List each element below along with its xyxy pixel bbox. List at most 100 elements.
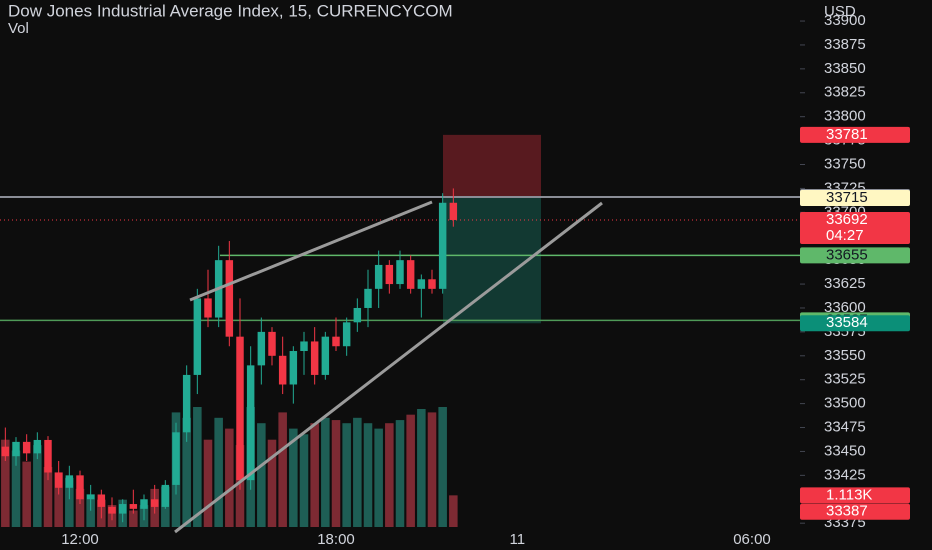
volume-bar bbox=[395, 420, 405, 527]
candle-body bbox=[385, 264, 394, 285]
candle-body bbox=[118, 504, 127, 514]
x-tick-label: 12:00 bbox=[61, 531, 99, 548]
candle-body bbox=[353, 307, 362, 323]
y-tick-label: 33825 bbox=[824, 84, 866, 101]
volume-bar bbox=[331, 420, 341, 527]
candle-body bbox=[396, 260, 404, 285]
candle-body bbox=[236, 336, 244, 481]
candle-body bbox=[438, 202, 447, 289]
y-tick-label: 33600 bbox=[824, 299, 866, 316]
candle-body bbox=[172, 432, 180, 485]
y-tick-label: 33900 bbox=[824, 12, 866, 29]
candle-body bbox=[289, 351, 298, 385]
volume-bar bbox=[54, 472, 63, 527]
volume-bar bbox=[310, 423, 319, 527]
price-label-bg bbox=[800, 503, 910, 520]
trend-line bbox=[189, 200, 433, 302]
candle-body bbox=[417, 279, 426, 289]
volume-bar bbox=[353, 417, 362, 527]
candle-body bbox=[321, 336, 330, 375]
candle-body bbox=[161, 484, 170, 507]
y-tick-label: 33625 bbox=[824, 275, 866, 292]
volume-bar bbox=[193, 407, 202, 527]
volume-bar bbox=[406, 414, 415, 527]
y-tick-label: 33425 bbox=[824, 466, 866, 483]
volume-bar bbox=[65, 477, 74, 527]
y-tick-label: 33875 bbox=[824, 36, 866, 53]
volume-bar bbox=[374, 428, 383, 527]
candle-body bbox=[54, 472, 63, 488]
price-label: 33692 bbox=[826, 211, 868, 228]
price-label-bg bbox=[800, 189, 910, 206]
candle-body bbox=[108, 506, 116, 514]
x-tick-label: 11 bbox=[510, 531, 526, 548]
volume-bar bbox=[342, 423, 351, 527]
candle-body bbox=[33, 439, 42, 454]
trend-line bbox=[174, 201, 603, 534]
volume-bar bbox=[385, 423, 394, 527]
y-tick-label: 33850 bbox=[824, 60, 866, 77]
volume-bar bbox=[289, 428, 298, 527]
price-label: 33781 bbox=[826, 126, 868, 143]
price-label: 33387 bbox=[826, 503, 868, 520]
volume-label-bg bbox=[800, 487, 910, 504]
y-tick-label: 33525 bbox=[824, 371, 866, 388]
volume-bar bbox=[225, 428, 234, 527]
y-tick-label: 33450 bbox=[824, 442, 866, 459]
candle-body bbox=[406, 260, 415, 289]
price-label-bg bbox=[800, 211, 910, 244]
candle-body bbox=[428, 279, 436, 289]
volume-bar bbox=[427, 412, 437, 527]
candle-body bbox=[12, 441, 20, 457]
y-tick-label: 33550 bbox=[824, 347, 866, 364]
candle-body bbox=[129, 504, 138, 509]
candle-body bbox=[193, 298, 202, 375]
volume-bar bbox=[1, 439, 10, 527]
volume-bar bbox=[203, 439, 213, 527]
candle-body bbox=[44, 439, 52, 473]
candle-body bbox=[225, 260, 234, 337]
price-label: 33655 bbox=[826, 246, 868, 263]
price-label: 33584 bbox=[826, 314, 868, 331]
y-tick-label: 33475 bbox=[824, 418, 866, 435]
drawings-under bbox=[0, 134, 800, 324]
candle-body bbox=[182, 374, 191, 433]
volume-bar bbox=[22, 461, 31, 527]
volume-bar bbox=[33, 445, 42, 527]
stop-zone bbox=[443, 134, 541, 198]
candle-body bbox=[246, 365, 255, 481]
candle-body bbox=[342, 322, 351, 347]
price-label-bg bbox=[800, 247, 910, 264]
target-zone bbox=[443, 197, 541, 324]
volume-bar bbox=[363, 423, 373, 527]
plot bbox=[1, 188, 458, 527]
price-axis: 3337533400334253345033475335003352533550… bbox=[61, 12, 910, 548]
countdown: 04:27 bbox=[826, 227, 864, 244]
price-label-bg bbox=[800, 315, 910, 332]
volume-bar bbox=[417, 408, 426, 527]
volume-bar bbox=[299, 434, 309, 527]
candle-body bbox=[150, 499, 159, 507]
price-label-bg bbox=[800, 126, 910, 143]
drawings-over bbox=[174, 200, 603, 534]
candle-body bbox=[65, 475, 74, 488]
volume-bar bbox=[43, 467, 53, 527]
candle-body bbox=[257, 331, 266, 366]
candle-body bbox=[22, 441, 31, 454]
candle-body bbox=[204, 298, 212, 318]
candle-body bbox=[300, 341, 308, 352]
volume-bar bbox=[438, 407, 447, 527]
candle-body bbox=[278, 355, 287, 385]
candle-body bbox=[449, 202, 458, 220]
volume-bar bbox=[278, 412, 287, 527]
volume-bar bbox=[11, 450, 21, 527]
candle-body bbox=[268, 331, 276, 356]
x-tick-label: 06:00 bbox=[733, 531, 771, 548]
chart-title: Dow Jones Industrial Average Index, 15, … bbox=[8, 1, 453, 20]
candle-body bbox=[97, 494, 106, 507]
volume-label: 1.113K bbox=[826, 486, 872, 503]
volume-label: Vol bbox=[8, 20, 29, 37]
